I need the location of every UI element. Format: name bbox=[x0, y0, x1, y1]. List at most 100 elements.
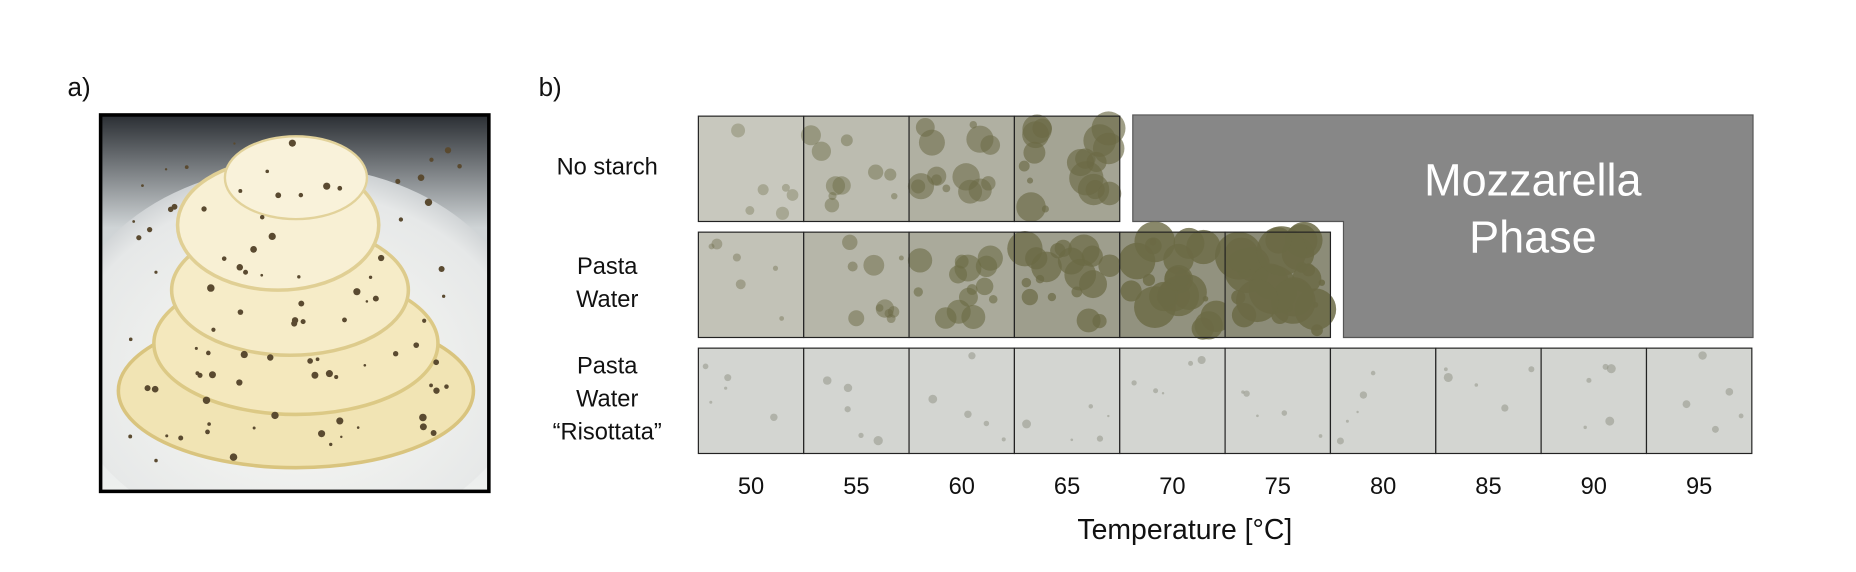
blob bbox=[1035, 274, 1045, 284]
blob bbox=[1188, 360, 1194, 366]
blob bbox=[983, 420, 990, 427]
pepper-fleck bbox=[334, 374, 339, 380]
row-label: Water bbox=[576, 287, 638, 313]
blob bbox=[1007, 230, 1043, 267]
blob bbox=[1698, 351, 1707, 360]
blob bbox=[969, 120, 978, 129]
blob bbox=[1725, 388, 1734, 396]
pepper-fleck bbox=[422, 318, 427, 323]
blob bbox=[1076, 308, 1101, 333]
pepper-fleck bbox=[372, 295, 379, 302]
blob bbox=[848, 310, 865, 327]
blob bbox=[1047, 292, 1057, 302]
blob bbox=[891, 192, 898, 200]
pepper-fleck bbox=[233, 142, 236, 145]
blob bbox=[1186, 229, 1221, 265]
pepper-fleck bbox=[259, 214, 265, 220]
pepper-fleck bbox=[267, 354, 274, 361]
blob bbox=[770, 413, 778, 422]
blob bbox=[708, 243, 715, 250]
blob bbox=[884, 168, 897, 181]
micrograph-bg bbox=[909, 348, 1015, 454]
micrograph bbox=[1119, 347, 1226, 455]
blob bbox=[1197, 355, 1206, 365]
blob bbox=[1041, 205, 1049, 213]
blob bbox=[1682, 400, 1691, 409]
pepper-fleck bbox=[340, 435, 343, 439]
blob bbox=[811, 141, 832, 161]
micrograph bbox=[1007, 230, 1121, 339]
blob bbox=[875, 299, 895, 318]
blob bbox=[844, 406, 851, 413]
micrograph bbox=[697, 347, 805, 455]
pepper-fleck bbox=[433, 359, 440, 366]
blob bbox=[745, 206, 755, 215]
pepper-fleck bbox=[318, 430, 326, 438]
temperature-label: 60 bbox=[949, 474, 975, 500]
blob bbox=[1711, 425, 1719, 433]
micrograph-border bbox=[1013, 115, 1121, 223]
blob bbox=[1016, 192, 1046, 222]
blob bbox=[843, 383, 853, 393]
blob bbox=[1738, 413, 1744, 419]
blob bbox=[825, 176, 846, 196]
pepper-fleck bbox=[392, 351, 399, 357]
blob bbox=[731, 123, 746, 138]
pepper-fleck bbox=[237, 309, 244, 315]
blob bbox=[1191, 317, 1214, 340]
micrograph bbox=[800, 115, 910, 223]
blob bbox=[772, 265, 779, 271]
blob bbox=[847, 261, 858, 272]
pepper-fleck bbox=[271, 411, 279, 420]
pepper-fleck bbox=[275, 192, 282, 199]
pepper-fleck bbox=[315, 357, 320, 362]
pepper-fleck bbox=[250, 246, 257, 253]
micrograph bbox=[803, 231, 910, 339]
pepper-fleck bbox=[429, 157, 434, 162]
pepper-fleck bbox=[165, 434, 169, 438]
blob bbox=[1092, 314, 1107, 329]
pepper-fleck bbox=[433, 387, 440, 394]
blob bbox=[1023, 141, 1046, 164]
pepper-fleck bbox=[205, 429, 210, 435]
row-label: Water bbox=[576, 386, 638, 412]
blob bbox=[840, 134, 853, 147]
pepper-fleck bbox=[365, 300, 369, 303]
blob bbox=[775, 206, 790, 220]
micrograph-bg bbox=[803, 348, 910, 454]
pasta-photo bbox=[100, 114, 489, 492]
pepper-fleck bbox=[325, 370, 333, 378]
blob bbox=[1022, 419, 1032, 429]
pepper-fleck bbox=[195, 371, 200, 376]
pepper-fleck bbox=[132, 220, 136, 223]
pepper-fleck bbox=[323, 182, 331, 190]
blob bbox=[1070, 438, 1074, 442]
blob bbox=[988, 294, 998, 304]
overlay-label: Mozzarella bbox=[1424, 154, 1642, 205]
pepper-fleck bbox=[154, 270, 158, 274]
temperature-label: 50 bbox=[738, 474, 764, 500]
blob bbox=[958, 287, 978, 307]
mozzarella-region bbox=[1132, 114, 1754, 339]
temperature-label: 85 bbox=[1475, 474, 1501, 500]
blob bbox=[868, 164, 884, 180]
blob bbox=[1443, 372, 1453, 383]
pepper-fleck bbox=[238, 188, 243, 193]
row-label: No starch bbox=[557, 154, 658, 180]
pepper-fleck bbox=[207, 284, 215, 292]
blob bbox=[1474, 383, 1479, 387]
pepper-fleck bbox=[441, 294, 446, 298]
pepper-fleck bbox=[208, 371, 216, 379]
blob bbox=[1026, 177, 1034, 184]
blob bbox=[1092, 132, 1125, 165]
pepper-fleck bbox=[444, 384, 449, 389]
micrograph bbox=[1540, 347, 1648, 455]
pepper-fleck bbox=[164, 168, 168, 171]
temperature-label: 55 bbox=[843, 474, 869, 500]
blob bbox=[975, 277, 994, 296]
blob bbox=[1318, 434, 1323, 438]
blob bbox=[735, 279, 746, 290]
pepper-fleck bbox=[457, 163, 462, 169]
blob bbox=[1107, 414, 1110, 418]
